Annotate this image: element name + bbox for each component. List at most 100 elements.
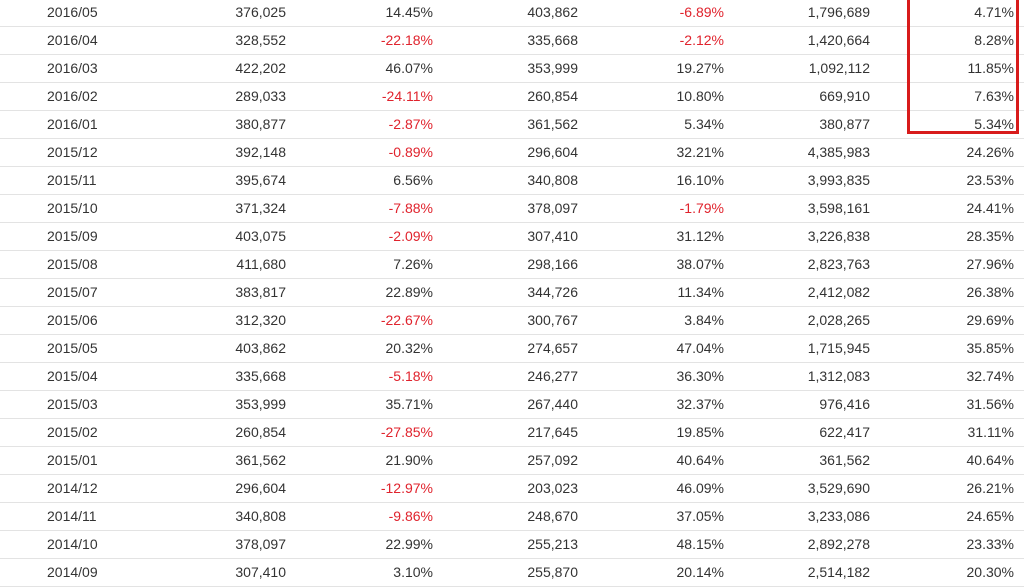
cumulative-cell: 976,416: [819, 396, 870, 412]
cumulative-cell: 3,226,838: [807, 228, 870, 244]
change-percent-cell: -1.79%: [679, 200, 724, 216]
cumulative-cell: 2,028,265: [807, 312, 870, 328]
table-row: 2014/11 340,808 -9.86% 248,670 37.05% 3,233,0…: [0, 503, 1024, 531]
share-percent-cell: 4.71%: [974, 4, 1014, 20]
change-percent-cell: -2.87%: [388, 116, 433, 132]
month-cell: 2016/02: [47, 88, 98, 104]
change-percent-cell: 38.07%: [676, 256, 724, 272]
change-percent-cell: 19.27%: [676, 60, 724, 76]
change-percent-cell: -5.18%: [388, 368, 433, 384]
table-row: 2015/03 353,999 35.71% 267,440 32.37% 976,416…: [0, 391, 1024, 419]
value-cell: 203,023: [527, 480, 578, 496]
month-cell: 2015/06: [47, 312, 98, 328]
change-percent-cell: 32.37%: [676, 396, 724, 412]
table-row: 2015/10 371,324 -7.88% 378,097 -1.79% 3,598,1…: [0, 195, 1024, 223]
change-percent-cell: 31.12%: [676, 228, 724, 244]
change-percent-cell: -12.97%: [380, 480, 433, 496]
table-row: 2014/10 378,097 22.99% 255,213 48.15% 2,892,2…: [0, 531, 1024, 559]
value-cell: 335,668: [235, 368, 286, 384]
change-percent-cell: -7.88%: [388, 200, 433, 216]
change-percent-cell: 36.30%: [676, 368, 724, 384]
change-percent-cell: -2.09%: [388, 228, 433, 244]
value-cell: 217,645: [527, 424, 578, 440]
change-percent-cell: 22.99%: [385, 536, 433, 552]
table-row: 2016/04 328,552 -22.18% 335,668 -2.12% 1,420,…: [0, 27, 1024, 55]
change-percent-cell: 20.14%: [676, 564, 724, 580]
change-percent-cell: 35.71%: [385, 396, 433, 412]
cumulative-cell: 2,892,278: [807, 536, 870, 552]
cumulative-cell: 2,412,082: [807, 284, 870, 300]
value-cell: 361,562: [527, 116, 578, 132]
cumulative-cell: 1,796,689: [807, 4, 870, 20]
month-cell: 2015/02: [47, 424, 98, 440]
cumulative-cell: 1,715,945: [807, 340, 870, 356]
share-percent-cell: 31.11%: [967, 424, 1014, 440]
month-cell: 2016/01: [47, 116, 98, 132]
month-cell: 2014/10: [47, 536, 98, 552]
cumulative-cell: 3,233,086: [807, 508, 870, 524]
value-cell: 411,680: [236, 256, 286, 272]
value-cell: 403,862: [527, 4, 578, 20]
share-percent-cell: 24.41%: [966, 200, 1014, 216]
value-cell: 248,670: [527, 508, 578, 524]
value-cell: 361,562: [235, 452, 286, 468]
cumulative-cell: 1,420,664: [807, 32, 870, 48]
value-cell: 371,324: [235, 200, 286, 216]
value-cell: 328,552: [235, 32, 286, 48]
change-percent-cell: -27.85%: [380, 424, 433, 440]
cumulative-cell: 3,598,161: [807, 200, 870, 216]
month-cell: 2015/11: [47, 172, 97, 188]
share-percent-cell: 11.85%: [967, 60, 1014, 76]
value-cell: 289,033: [235, 88, 286, 104]
share-percent-cell: 40.64%: [966, 452, 1014, 468]
value-cell: 403,862: [235, 340, 286, 356]
value-cell: 298,166: [527, 256, 578, 272]
value-cell: 403,075: [235, 228, 286, 244]
change-percent-cell: 47.04%: [676, 340, 724, 356]
value-cell: 376,025: [235, 4, 286, 20]
value-cell: 378,097: [235, 536, 286, 552]
share-percent-cell: 5.34%: [974, 116, 1014, 132]
value-cell: 267,440: [527, 396, 578, 412]
month-cell: 2015/05: [47, 340, 98, 356]
value-cell: 307,410: [235, 564, 286, 580]
change-percent-cell: 46.07%: [385, 60, 433, 76]
table-row: 2015/09 403,075 -2.09% 307,410 31.12% 3,226,8…: [0, 223, 1024, 251]
value-cell: 274,657: [527, 340, 578, 356]
change-percent-cell: -24.11%: [381, 88, 433, 104]
share-percent-cell: 31.56%: [966, 396, 1014, 412]
month-cell: 2015/09: [47, 228, 98, 244]
share-percent-cell: 26.21%: [966, 480, 1014, 496]
table-row: 2016/03 422,202 46.07% 353,999 19.27% 1,092,1…: [0, 55, 1024, 83]
change-percent-cell: 22.89%: [385, 284, 433, 300]
change-percent-cell: 14.45%: [385, 4, 433, 20]
value-cell: 353,999: [527, 60, 578, 76]
value-cell: 378,097: [527, 200, 578, 216]
table-row: 2015/05 403,862 20.32% 274,657 47.04% 1,715,9…: [0, 335, 1024, 363]
change-percent-cell: 48.15%: [676, 536, 724, 552]
value-cell: 307,410: [527, 228, 578, 244]
change-percent-cell: 19.85%: [676, 424, 724, 440]
value-cell: 335,668: [527, 32, 578, 48]
month-cell: 2016/03: [47, 60, 98, 76]
table-row: 2014/12 296,604 -12.97% 203,023 46.09% 3,529,…: [0, 475, 1024, 503]
change-percent-cell: 40.64%: [676, 452, 724, 468]
cumulative-cell: 361,562: [819, 452, 870, 468]
value-cell: 340,808: [235, 508, 286, 524]
share-percent-cell: 29.69%: [966, 312, 1014, 328]
change-percent-cell: -22.18%: [380, 32, 433, 48]
change-percent-cell: 20.32%: [385, 340, 433, 356]
month-cell: 2015/10: [47, 200, 98, 216]
share-percent-cell: 24.65%: [966, 508, 1014, 524]
table-row: 2015/12 392,148 -0.89% 296,604 32.21% 4,385,9…: [0, 139, 1024, 167]
change-percent-cell: -9.86%: [388, 508, 433, 524]
change-percent-cell: -2.12%: [679, 32, 724, 48]
value-cell: 257,092: [527, 452, 578, 468]
table-row: 2015/02 260,854 -27.85% 217,645 19.85% 622,41…: [0, 419, 1024, 447]
change-percent-cell: 5.34%: [684, 116, 724, 132]
cumulative-cell: 3,529,690: [807, 480, 870, 496]
cumulative-cell: 2,514,182: [807, 564, 870, 580]
table-row: 2014/09 307,410 3.10% 255,870 20.14% 2,514,18…: [0, 559, 1024, 587]
change-percent-cell: 16.10%: [676, 172, 724, 188]
